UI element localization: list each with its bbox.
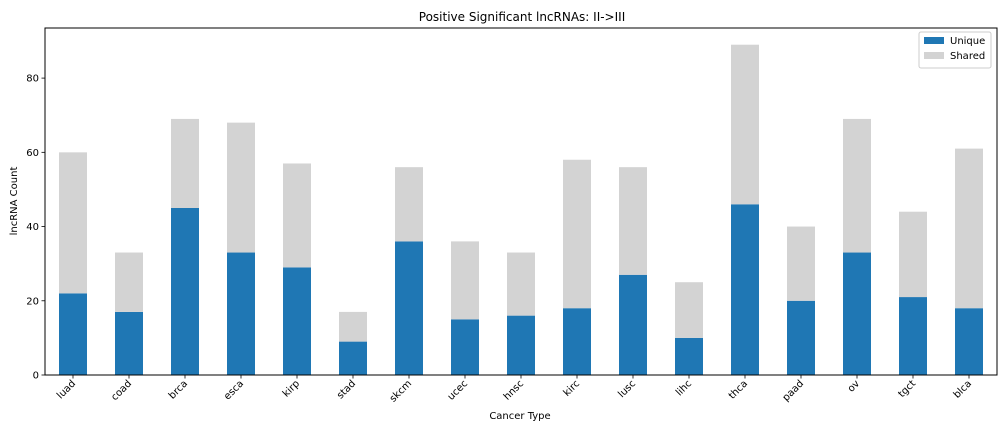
x-tick-label-blca: blca (952, 378, 974, 400)
bar-shared-lihc (675, 282, 703, 338)
bar-shared-coad (115, 252, 143, 312)
bar-shared-stad (339, 311, 367, 342)
legend-swatch-unique (924, 37, 944, 44)
y-tick-label: 60 (26, 148, 39, 159)
bar-unique-brca (171, 207, 199, 375)
bar-shared-hnsc (507, 252, 535, 316)
y-axis-title: lncRNA Count (9, 167, 20, 236)
bar-unique-lusc (619, 274, 647, 375)
bar-unique-tgct (899, 297, 927, 375)
y-tick-label: 20 (26, 296, 39, 307)
y-tick-label: 80 (26, 74, 39, 85)
legend-label-unique: Unique (950, 36, 985, 47)
bar-shared-tgct (899, 211, 927, 298)
x-tick-label-esca: esca (222, 378, 246, 402)
bar-shared-ov (843, 118, 871, 253)
x-tick-label-skcm: skcm (388, 378, 414, 404)
x-tick-label-paad: paad (781, 378, 806, 403)
x-axis-title: Cancer Type (489, 411, 550, 422)
bar-unique-esca (227, 252, 255, 375)
bar-unique-thca (731, 204, 759, 375)
bar-unique-lihc (675, 337, 703, 375)
bar-unique-ucec (451, 319, 479, 375)
bar-unique-kirp (283, 267, 311, 375)
bar-unique-coad (115, 311, 143, 375)
bar-unique-blca (955, 308, 983, 375)
bar-shared-ucec (451, 241, 479, 320)
bar-shared-luad (59, 152, 87, 294)
legend: Unique Shared (918, 31, 992, 69)
bar-unique-hnsc (507, 315, 535, 375)
x-tick-label-ucec: ucec (446, 378, 470, 402)
y-tick-label: 0 (33, 371, 39, 382)
bar-shared-kirc (563, 159, 591, 309)
bar-unique-kirc (563, 308, 591, 375)
bar-shared-blca (955, 148, 983, 309)
bar-shared-lusc (619, 167, 647, 275)
bar-shared-brca (171, 118, 199, 208)
x-tick-label-kirc: kirc (562, 378, 582, 398)
bar-unique-paad (787, 300, 815, 375)
x-tick-label-luad: luad (55, 378, 78, 401)
bar-unique-luad (59, 293, 87, 375)
x-tick-label-ov: ov (846, 378, 862, 394)
bars-layer (59, 44, 983, 375)
legend-label-shared: Shared (950, 51, 985, 62)
bar-shared-thca (731, 44, 759, 205)
x-tick-label-hnsc: hnsc (502, 378, 526, 402)
x-tick-label-brca: brca (167, 378, 190, 401)
bar-unique-skcm (395, 241, 423, 375)
legend-swatch-shared (924, 52, 944, 59)
bar-shared-esca (227, 122, 255, 253)
chart-title: Positive Significant lncRNAs: II->III (419, 10, 625, 24)
x-tick-label-tgct: tgct (896, 378, 918, 400)
bar-unique-ov (843, 252, 871, 375)
x-tick-label-coad: coad (109, 378, 134, 403)
axes-layer: luad coad brca esca kirp stad skcm ucec hnsc kirc… (26, 74, 974, 405)
bar-shared-skcm (395, 167, 423, 242)
x-tick-label-lusc: lusc (616, 378, 638, 400)
x-tick-label-kirp: kirp (281, 378, 302, 399)
bar-unique-stad (339, 341, 367, 375)
bar-shared-paad (787, 226, 815, 301)
y-tick-label: 40 (26, 222, 39, 233)
x-tick-label-stad: stad (335, 378, 358, 401)
x-tick-label-thca: thca (727, 378, 750, 401)
x-tick-label-lihc: lihc (674, 378, 694, 398)
bar-shared-kirp (283, 163, 311, 268)
